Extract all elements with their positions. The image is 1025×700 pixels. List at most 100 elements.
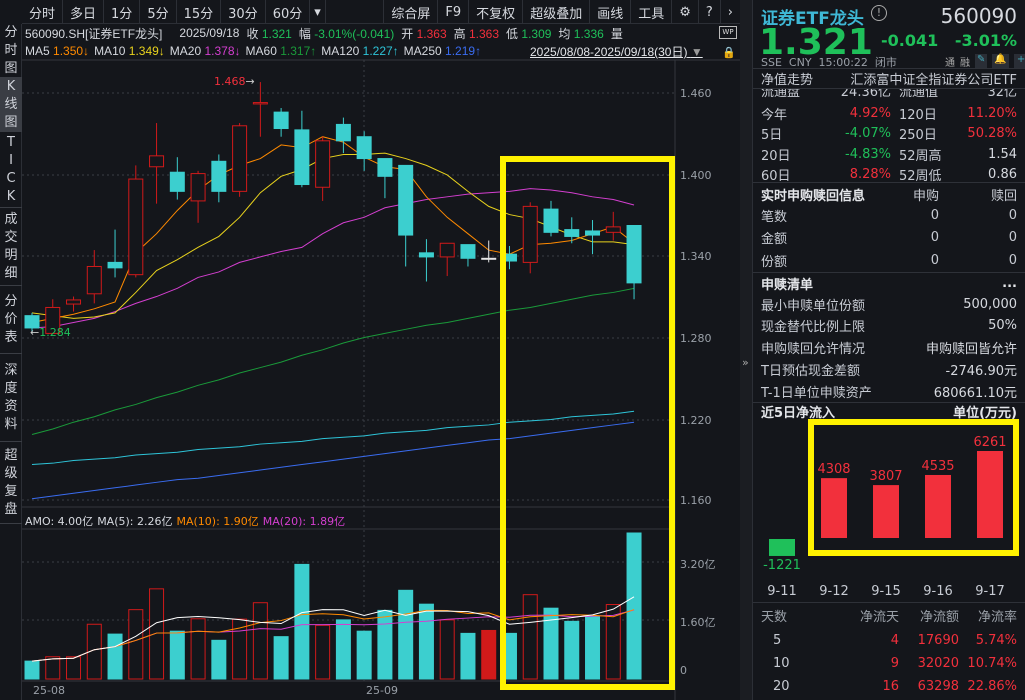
candle-body [66, 299, 82, 305]
high-annotation: 1.468→ [214, 75, 255, 88]
plus-icon[interactable]: + [1013, 54, 1025, 69]
vol-ma5-line [31, 596, 635, 662]
tab-60min[interactable]: 60分 [266, 0, 311, 24]
candle-body [522, 205, 538, 263]
volume-bar [377, 609, 393, 680]
volume-tick: 1.60亿 [680, 616, 716, 629]
nav-trend-link[interactable]: 净值走势 [761, 72, 814, 88]
side-tab[interactable]: 超级复盘 [0, 442, 22, 524]
volume-bar [460, 632, 476, 680]
gear-icon[interactable]: ⚙ [672, 0, 699, 24]
vol-ma20: MA(20): 1.89亿 [262, 515, 346, 528]
flow-bar [769, 539, 795, 556]
low-value: 1.309 [521, 26, 552, 41]
candle-body [460, 244, 476, 259]
price-change: -0.041 [881, 31, 939, 50]
volume-tick: 0 [680, 664, 687, 677]
candle-body [232, 125, 248, 192]
tab-30min[interactable]: 30分 [221, 0, 266, 24]
candle-body [128, 178, 144, 276]
price-tick: 1.280 [680, 332, 712, 345]
no-adjust-button[interactable]: 不复权 [469, 0, 524, 24]
list-header: 申赎清单... [761, 275, 1017, 293]
tab-1min[interactable]: 1分 [104, 0, 141, 24]
flow-table-row: 20 16 63298 22.86% [773, 678, 1017, 694]
flow-value: 4535 [921, 459, 954, 474]
candle-body [605, 226, 621, 233]
volume-bar [86, 623, 102, 680]
pencil-icon[interactable]: ✎ [975, 54, 988, 69]
flow-value: 6261 [973, 435, 1006, 450]
highlight-box [500, 156, 675, 690]
ma-legend-item: MA20 1.378↓ [169, 44, 241, 58]
volume-bar [211, 639, 227, 680]
chevron-right-icon[interactable]: › [727, 4, 733, 20]
volume-bar [252, 602, 268, 680]
info-icon[interactable]: ! [871, 5, 887, 21]
close-label: 收 [246, 26, 259, 41]
more-periods-dropdown[interactable]: ▾ [310, 0, 326, 24]
date-range-selector[interactable]: 2025/08/08-2025/09/18(30日) ▼ [530, 43, 703, 60]
tab-intraday[interactable]: 分时 [22, 0, 64, 24]
nav-trend-row[interactable]: 净值走势 汇添富中证全指证券公司ETF [761, 69, 1017, 88]
flow-value: 3807 [869, 469, 902, 484]
date-tick: 25-09 [366, 684, 398, 697]
draw-line-button[interactable]: 画线 [590, 0, 632, 24]
tab-multiday[interactable]: 多日 [63, 0, 105, 24]
expand-panel-button[interactable]: » [742, 356, 749, 369]
more-button[interactable]: ... [1002, 275, 1017, 291]
candle-body [252, 102, 268, 105]
flow-date: 9-15 [871, 584, 901, 599]
side-tab[interactable]: 分价表 [0, 286, 22, 354]
tab-15min[interactable]: 15分 [177, 0, 222, 24]
side-tab[interactable]: 成交明细 [0, 208, 22, 286]
tools-button[interactable]: 工具 [631, 0, 673, 24]
ma-legend-item: MA60 1.317↑ [245, 44, 317, 58]
ma-legend-item: MA10 1.349↓ [94, 44, 165, 58]
list-row: 最小申赎单位份额 500,000 [761, 296, 1017, 314]
candle-body [418, 252, 434, 258]
super-overlay-button[interactable]: 超级叠加 [523, 0, 591, 24]
f9-button[interactable]: F9 [438, 0, 470, 24]
security-code: 560090.SH[证券ETF龙头] [25, 26, 163, 41]
wp-icon[interactable]: WP [719, 26, 737, 39]
help-icon[interactable]: ? [699, 0, 721, 24]
candle-body [315, 140, 331, 188]
stat-row: 60日 8.28% 52周低 0.86 [761, 167, 1017, 184]
period-toolbar: 分时 多日 1分 5分 15分 30分 60分 ▾ 综合屏 F9 不复权 超级叠… [22, 0, 740, 24]
net-inflow-chart: -1221 9-11 4308 9-12 3807 9-15 4535 9-16 6261 9-1… [763, 435, 1006, 599]
candle-body [294, 129, 310, 186]
realtime-row: 金额 0 0 [761, 230, 1017, 247]
volume-bar [66, 656, 82, 680]
volume-tick: 3.20亿 [680, 558, 716, 571]
candle-body [481, 257, 497, 260]
security-code-display: 560090 [940, 4, 1017, 28]
flow-value: -1221 [763, 558, 801, 573]
flow-table-row: 5 4 17690 5.74% [773, 632, 1017, 648]
flow-date: 9-12 [819, 584, 849, 599]
composite-screen-button[interactable]: 综合屏 [383, 0, 439, 24]
tab-5min[interactable]: 5分 [140, 0, 177, 24]
candle-body [107, 261, 123, 269]
kline-chart[interactable] [0, 0, 740, 700]
side-tab[interactable]: 深度资料 [0, 354, 22, 442]
volume-bar [128, 609, 144, 680]
candle-body [377, 158, 393, 177]
high-label: 高 [453, 26, 466, 41]
candle-body [356, 136, 372, 160]
ma60-line [31, 287, 635, 435]
stat-row: 20日 -4.83% 52周高 1.54 [761, 146, 1017, 164]
lock-icon[interactable]: 🔒 [722, 46, 736, 59]
list-row: 现金替代比例上限 50% [761, 318, 1017, 336]
side-tab[interactable]: 分时图 [0, 24, 22, 78]
price-tick: 1.220 [680, 414, 712, 427]
volume-bar [149, 588, 165, 680]
date-range-text: 2025/08/08-2025/09/18(30日) [530, 45, 688, 59]
bell-icon[interactable]: 🔔 [992, 54, 1009, 69]
price-tick: 1.160 [680, 494, 712, 507]
volume-bar [45, 656, 61, 680]
ma-legend-item: MA5 1.350↓ [25, 44, 90, 58]
